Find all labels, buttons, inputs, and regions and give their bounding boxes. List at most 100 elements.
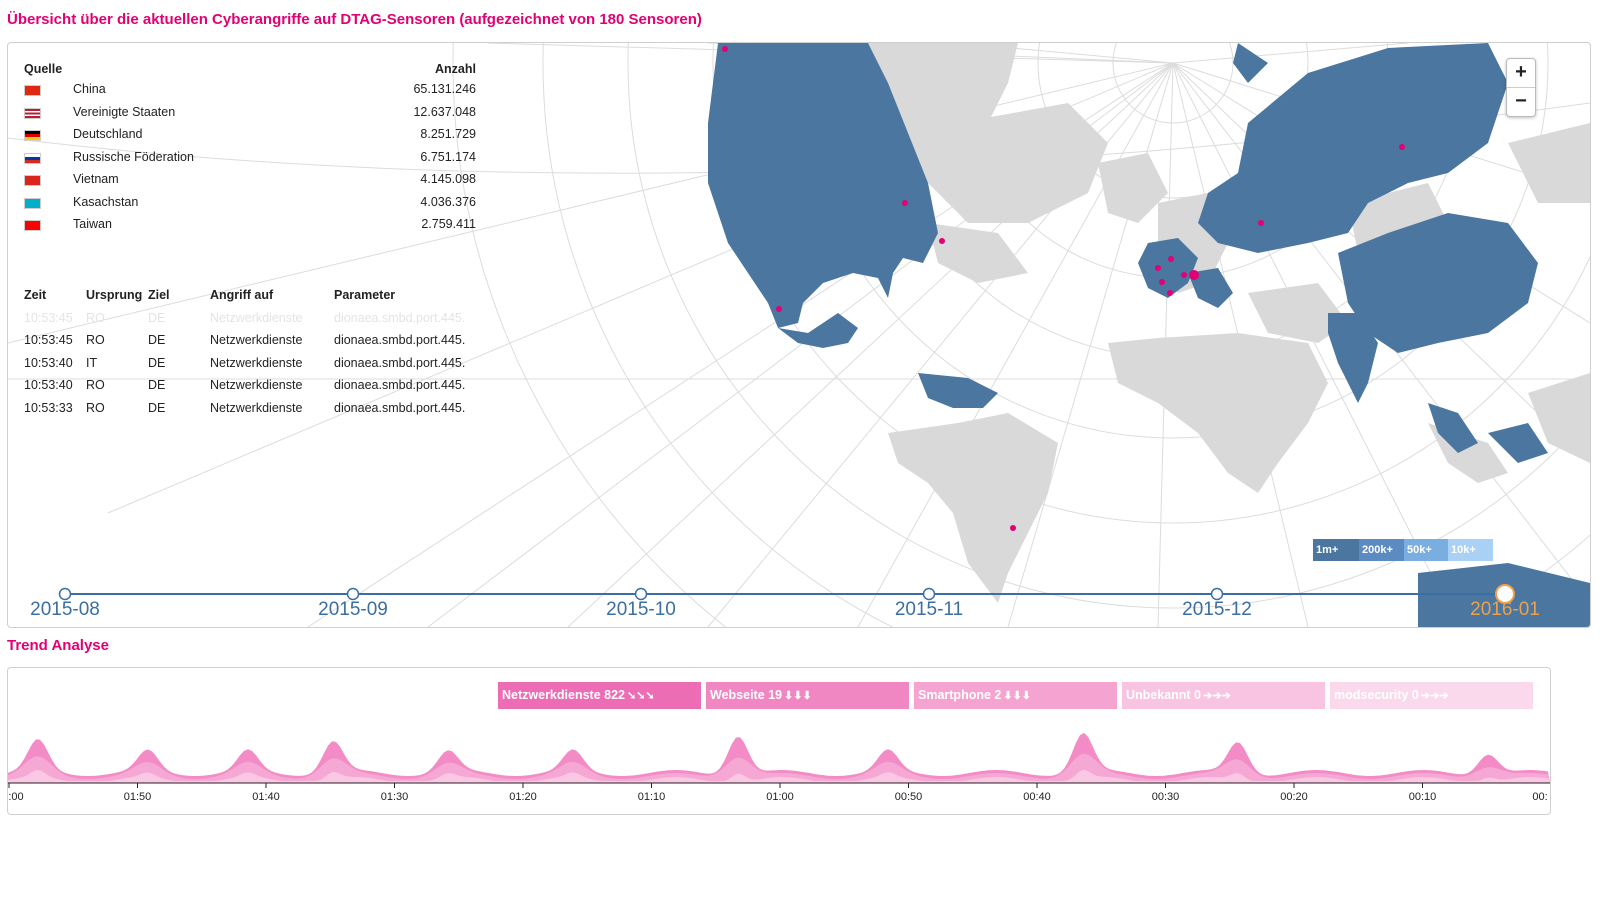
attack-parameter: dionaea.smbd.port.445. — [334, 378, 466, 392]
flag-vietnam-icon — [24, 175, 41, 186]
source-row: Deutschland 8.251.729 — [24, 126, 476, 149]
attack-count: 8.251.729 — [420, 127, 476, 141]
attack-type: Netzwerkdienste — [210, 310, 303, 325]
trend-tick-label: 01:30 — [380, 791, 409, 803]
attack-time: 10:53:40 — [24, 378, 73, 392]
trend-category-label: Webseite 19 — [710, 688, 783, 702]
flag-taiwan-icon — [24, 220, 41, 231]
attack-parameter: dionaea.smbd.port.445. — [334, 355, 466, 370]
zoom-control: + − — [1506, 58, 1536, 117]
country-name: Vietnam — [73, 172, 119, 186]
attack-count: 12.637.048 — [413, 104, 476, 119]
attack-type: Netzwerkdienste — [210, 400, 303, 415]
map-high-activity — [708, 43, 1590, 627]
trend-arrow-icon: ➘➘➘ — [626, 690, 655, 702]
attack-marker[interactable] — [1181, 272, 1187, 278]
attack-marker[interactable] — [776, 306, 782, 312]
attack-count: 4.145.098 — [420, 172, 476, 186]
trend-category-label: Netzwerkdienste 822 — [502, 688, 625, 702]
timeline-point[interactable] — [922, 587, 936, 601]
attack-marker[interactable] — [722, 46, 728, 52]
attack-parameter: dionaea.smbd.port.445. — [334, 400, 466, 415]
attack-origin: RO — [86, 310, 105, 325]
timeline-label[interactable]: 2015-10 — [606, 599, 676, 620]
trend-category-button[interactable]: Smartphone 2 ⬇⬇⬇ — [914, 682, 1117, 709]
attack-origin: RO — [86, 400, 105, 415]
attack-time: 10:53:33 — [24, 400, 73, 415]
header-attack: Angriff auf — [210, 288, 274, 302]
trend-tick-label: 01:10 — [637, 791, 666, 803]
attack-row: 10:53:45 RO DE Netzwerkdienste dionaea.smbd.… — [24, 310, 494, 333]
trend-tick-label: 01:40 — [252, 791, 280, 803]
trend-tick-label: 01:50 — [123, 791, 152, 803]
attack-target: DE — [148, 355, 166, 370]
country-name: Taiwan — [73, 217, 112, 231]
timeline-point[interactable] — [1495, 584, 1515, 604]
trend-arrow-icon: ➔➔➔ — [1203, 690, 1231, 702]
legend-50k: 50k+ — [1404, 539, 1448, 561]
timeline-label[interactable]: 2015-08 — [30, 599, 100, 620]
source-row: China 65.131.246 — [24, 81, 476, 104]
attack-marker[interactable] — [1189, 270, 1199, 280]
country-name: Kasachstan — [73, 194, 139, 209]
timeline-point[interactable] — [1210, 587, 1224, 601]
trend-arrow-icon: ⬇⬇⬇ — [1003, 690, 1032, 702]
attack-markers — [722, 46, 1405, 531]
attack-type: Netzwerkdienste — [210, 333, 303, 347]
trend-tick-label: 01:00 — [766, 791, 794, 803]
timeline-label[interactable]: 2016-01 — [1470, 599, 1540, 620]
attack-count: 6.751.174 — [420, 149, 476, 164]
attack-marker[interactable] — [1167, 290, 1173, 296]
attack-row: 10:53:40 IT DE Netzwerkdienste dionaea.smbd.… — [24, 355, 494, 378]
trend-title: Trend Analyse — [7, 637, 109, 654]
attack-table: Zeit Ursprung Ziel Angriff auf Parameter… — [24, 287, 494, 422]
attack-time: 10:53:45 — [24, 333, 73, 347]
trend-category-button[interactable]: Webseite 19 ⬇⬇⬇ — [706, 682, 909, 709]
attack-origin: RO — [86, 378, 105, 392]
attack-type: Netzwerkdienste — [210, 378, 303, 392]
attack-marker[interactable] — [1010, 525, 1016, 531]
source-table: Quelle Anzahl China 65.131.246 Vereinigte … — [24, 59, 476, 239]
attack-marker[interactable] — [1155, 265, 1161, 271]
attack-marker[interactable] — [902, 200, 908, 206]
attack-marker[interactable] — [1168, 256, 1174, 262]
source-table-header: Quelle Anzahl — [24, 59, 476, 81]
trend-category-button[interactable]: Netzwerkdienste 822 ➘➘➘ — [498, 682, 701, 709]
zoom-in-button[interactable]: + — [1515, 61, 1527, 83]
attack-time: 10:53:40 — [24, 355, 73, 370]
attack-table-header: Zeit Ursprung Ziel Angriff auf Parameter — [24, 287, 494, 310]
trend-chart[interactable] — [8, 668, 1550, 814]
world-map[interactable] — [8, 43, 1590, 627]
trend-tick-label: 00:30 — [1151, 791, 1180, 803]
attack-type: Netzwerkdienste — [210, 355, 303, 370]
trend-category-button[interactable]: Unbekannt 0 ➔➔➔ — [1122, 682, 1325, 709]
timeline-label[interactable]: 2015-11 — [894, 599, 964, 620]
count-header: Anzahl — [435, 62, 476, 76]
trend-tick-label: 01:20 — [509, 791, 537, 803]
timeline-point[interactable] — [58, 587, 72, 601]
flag-kazakhstan-icon — [24, 197, 41, 209]
country-name: Vereinigte Staaten — [73, 104, 176, 119]
attack-target: DE — [148, 310, 166, 325]
attack-target: DE — [148, 378, 166, 392]
attack-marker[interactable] — [939, 238, 945, 244]
timeline-label[interactable]: 2015-09 — [318, 599, 388, 620]
header-origin: Ursprung — [86, 288, 143, 302]
source-header: Quelle — [24, 62, 63, 76]
attack-target: DE — [148, 400, 166, 415]
timeline-label[interactable]: 2015-12 — [1182, 599, 1252, 620]
attack-marker[interactable] — [1399, 144, 1405, 150]
timeline-point[interactable] — [346, 587, 360, 601]
timeline-point[interactable] — [634, 587, 648, 601]
trend-category-label: modsecurity 0 — [1334, 688, 1419, 702]
legend-10k: 10k+ — [1448, 539, 1493, 561]
trend-tick-label: :00 — [8, 791, 24, 803]
attack-marker[interactable] — [1159, 279, 1165, 285]
attack-time: 10:53:45 — [24, 310, 73, 325]
trend-category-button[interactable]: modsecurity 0 ➔➔➔ — [1330, 682, 1533, 709]
zoom-out-button[interactable]: − — [1507, 87, 1535, 116]
country-name: Russische Föderation — [73, 149, 194, 164]
trend-category-label: Unbekannt 0 — [1126, 688, 1202, 702]
attack-marker[interactable] — [1258, 220, 1264, 226]
attack-count: 65.131.246 — [413, 82, 476, 96]
